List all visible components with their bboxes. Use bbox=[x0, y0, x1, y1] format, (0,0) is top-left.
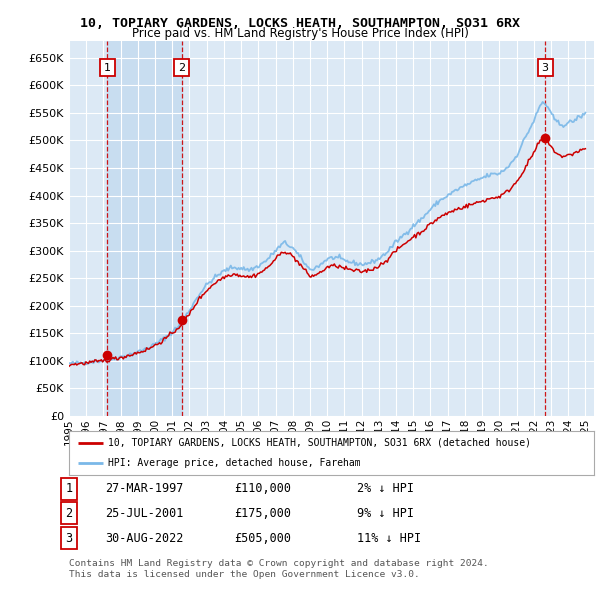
Text: HPI: Average price, detached house, Fareham: HPI: Average price, detached house, Fare… bbox=[109, 458, 361, 468]
Text: 3: 3 bbox=[65, 532, 73, 545]
Text: £505,000: £505,000 bbox=[234, 532, 291, 545]
Text: 3: 3 bbox=[542, 63, 548, 73]
Text: 30-AUG-2022: 30-AUG-2022 bbox=[105, 532, 184, 545]
Text: 1: 1 bbox=[65, 482, 73, 495]
Text: Price paid vs. HM Land Registry's House Price Index (HPI): Price paid vs. HM Land Registry's House … bbox=[131, 27, 469, 40]
Text: 11% ↓ HPI: 11% ↓ HPI bbox=[357, 532, 421, 545]
Text: £110,000: £110,000 bbox=[234, 482, 291, 495]
Text: 10, TOPIARY GARDENS, LOCKS HEATH, SOUTHAMPTON, SO31 6RX: 10, TOPIARY GARDENS, LOCKS HEATH, SOUTHA… bbox=[80, 17, 520, 30]
Text: 25-JUL-2001: 25-JUL-2001 bbox=[105, 507, 184, 520]
Text: Contains HM Land Registry data © Crown copyright and database right 2024.: Contains HM Land Registry data © Crown c… bbox=[69, 559, 489, 568]
Text: 10, TOPIARY GARDENS, LOCKS HEATH, SOUTHAMPTON, SO31 6RX (detached house): 10, TOPIARY GARDENS, LOCKS HEATH, SOUTHA… bbox=[109, 438, 532, 448]
Text: £175,000: £175,000 bbox=[234, 507, 291, 520]
Text: 27-MAR-1997: 27-MAR-1997 bbox=[105, 482, 184, 495]
Text: 2: 2 bbox=[178, 63, 185, 73]
Text: 2: 2 bbox=[65, 507, 73, 520]
Text: 2% ↓ HPI: 2% ↓ HPI bbox=[357, 482, 414, 495]
Bar bbox=[107, 41, 182, 416]
Text: This data is licensed under the Open Government Licence v3.0.: This data is licensed under the Open Gov… bbox=[69, 571, 420, 579]
Text: 9% ↓ HPI: 9% ↓ HPI bbox=[357, 507, 414, 520]
Text: 1: 1 bbox=[104, 63, 111, 73]
